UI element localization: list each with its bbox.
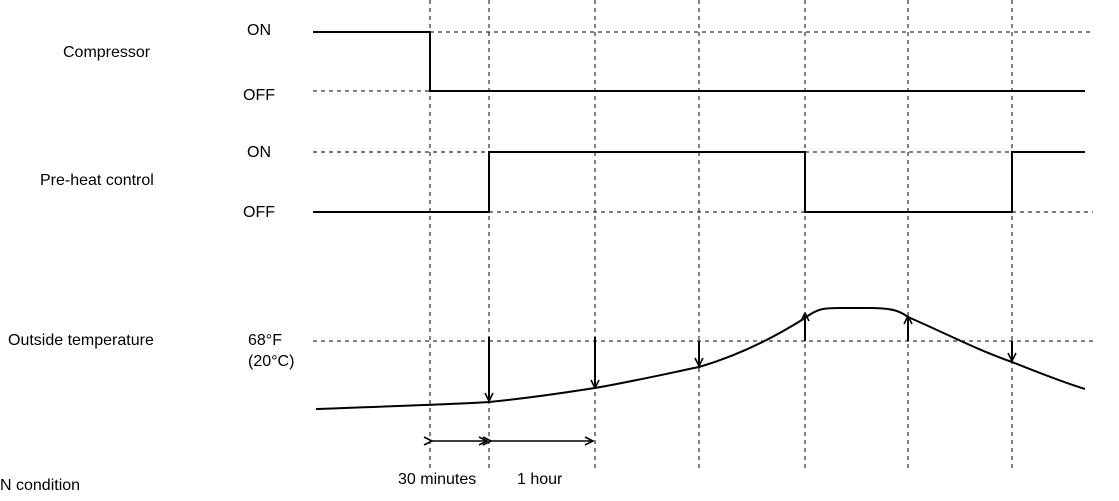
interval-30min-label: 30 minutes [398,471,477,488]
preheat-on-label: ON [247,144,271,161]
preheat-off-label: OFF [243,204,275,221]
footer-caption: N condition [0,477,81,494]
preheat-signal [313,151,1085,213]
compressor-signal [313,31,1085,92]
compressor-label: Compressor [63,44,151,61]
compressor-off-label: OFF [243,87,275,104]
temperature-check-arrows [489,313,1012,401]
threshold-c-label: (20°C) [248,353,295,370]
threshold-f-label: 68°F [248,332,282,349]
interval-1hour-label: 1 hour [517,471,563,488]
temperature-label: Outside temperature [8,332,154,349]
preheat-label: Pre-heat control [40,172,154,189]
time-gridlines [429,0,1013,468]
compressor-on-label: ON [247,22,271,39]
temperature-curve [315,307,1086,410]
